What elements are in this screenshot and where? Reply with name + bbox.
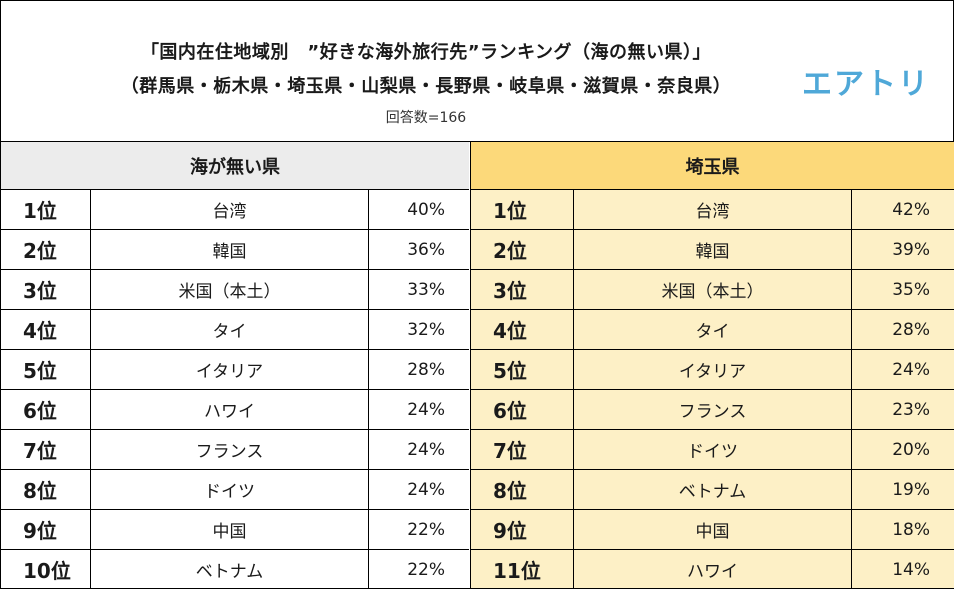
- table-row: 2位 韓国 36%: [1, 230, 469, 270]
- rank-cell: 9位: [471, 510, 574, 549]
- percent-cell: 33%: [407, 279, 445, 300]
- percent-cell: 24%: [407, 399, 445, 420]
- percent-cell: 42%: [892, 199, 930, 220]
- destination-cell: フランス: [91, 430, 369, 469]
- table-row: 3位 米国（本土） 35%: [471, 270, 954, 310]
- rank-cell: 5位: [1, 350, 91, 389]
- page-subtitle: （群馬県・栃木県・埼玉県・山梨県・長野県・岐阜県・滋賀県・奈良県）: [120, 76, 732, 97]
- rank-cell: 1位: [1, 190, 91, 229]
- destination-cell: ベトナム: [574, 470, 852, 509]
- destination-cell: 韓国: [574, 230, 852, 269]
- table-row: 8位 ベトナム 19%: [471, 470, 954, 510]
- table-row: 11位 ハワイ 14%: [471, 550, 954, 589]
- percent-cell: 23%: [892, 399, 930, 420]
- left-table-rows: 1位 台湾 40% 2位 韓国 36% 3位 米国（本土） 33% 4位 タイ 32% 5位 イタリア 28…: [1, 190, 469, 589]
- rank-cell: 4位: [471, 310, 574, 349]
- right-table-heading: 埼玉県: [471, 142, 954, 190]
- destination-cell: 韓国: [91, 230, 369, 269]
- percent-cell: 36%: [407, 239, 445, 260]
- destination-cell: ドイツ: [91, 470, 369, 509]
- percent-cell: 14%: [892, 559, 930, 580]
- rank-cell: 8位: [471, 470, 574, 509]
- rank-cell: 10位: [1, 550, 91, 589]
- table-row: 4位 タイ 32%: [1, 310, 469, 350]
- left-ranking-table: 海が無い県 1位 台湾 40% 2位 韓国 36% 3位 米国（本土） 33% 4位 タイ 32% 5位…: [1, 142, 469, 589]
- destination-cell: 米国（本土）: [91, 270, 369, 309]
- percent-cell: 18%: [892, 519, 930, 540]
- left-table-heading: 海が無い県: [1, 142, 469, 190]
- percent-cell: 19%: [892, 479, 930, 500]
- destination-cell: 台湾: [91, 190, 369, 229]
- right-ranking-table: 埼玉県 1位 台湾 42% 2位 韓国 39% 3位 米国（本土） 35% 4位 タイ 28% 5位 イタ…: [470, 142, 954, 589]
- table-row: 5位 イタリア 28%: [1, 350, 469, 390]
- rank-cell: 5位: [471, 350, 574, 389]
- percent-cell: 24%: [892, 359, 930, 380]
- destination-cell: 米国（本土）: [574, 270, 852, 309]
- page-title: 「国内在住地域別 ”好きな海外旅行先”ランキング（海の無い県）」: [140, 42, 712, 63]
- table-row: 7位 ドイツ 20%: [471, 430, 954, 470]
- table-row: 10位 ベトナム 22%: [1, 550, 469, 589]
- table-row: 7位 フランス 24%: [1, 430, 469, 470]
- percent-cell: 40%: [407, 199, 445, 220]
- rank-cell: 2位: [471, 230, 574, 269]
- destination-cell: ハワイ: [574, 550, 852, 589]
- table-row: 5位 イタリア 24%: [471, 350, 954, 390]
- destination-cell: イタリア: [574, 350, 852, 389]
- destination-cell: タイ: [91, 310, 369, 349]
- rank-cell: 6位: [1, 390, 91, 429]
- percent-cell: 22%: [407, 559, 445, 580]
- table-row: 1位 台湾 42%: [471, 190, 954, 230]
- rank-cell: 7位: [471, 430, 574, 469]
- destination-cell: イタリア: [91, 350, 369, 389]
- destination-cell: 台湾: [574, 190, 852, 229]
- percent-cell: 28%: [407, 359, 445, 380]
- rank-cell: 1位: [471, 190, 574, 229]
- percent-cell: 28%: [892, 319, 930, 340]
- rank-cell: 3位: [1, 270, 91, 309]
- rank-cell: 7位: [1, 430, 91, 469]
- percent-cell: 24%: [407, 479, 445, 500]
- destination-cell: ハワイ: [91, 390, 369, 429]
- rank-cell: 8位: [1, 470, 91, 509]
- rank-cell: 11位: [471, 550, 574, 589]
- rank-cell: 6位: [471, 390, 574, 429]
- percent-cell: 39%: [892, 239, 930, 260]
- destination-cell: 中国: [91, 510, 369, 549]
- header: 「国内在住地域別 ”好きな海外旅行先”ランキング（海の無い県）」 （群馬県・栃木…: [1, 1, 953, 142]
- percent-cell: 22%: [407, 519, 445, 540]
- right-table-rows: 1位 台湾 42% 2位 韓国 39% 3位 米国（本土） 35% 4位 タイ 28% 5位 イタリア 24…: [471, 190, 954, 589]
- percent-cell: 35%: [892, 279, 930, 300]
- table-row: 4位 タイ 28%: [471, 310, 954, 350]
- table-row: 2位 韓国 39%: [471, 230, 954, 270]
- table-row: 9位 中国 22%: [1, 510, 469, 550]
- respondent-count: 回答数=166: [385, 110, 467, 126]
- destination-cell: ドイツ: [574, 430, 852, 469]
- table-row: 8位 ドイツ 24%: [1, 470, 469, 510]
- destination-cell: 中国: [574, 510, 852, 549]
- rank-cell: 2位: [1, 230, 91, 269]
- table-row: 3位 米国（本土） 33%: [1, 270, 469, 310]
- table-row: 9位 中国 18%: [471, 510, 954, 550]
- percent-cell: 24%: [407, 439, 445, 460]
- brand-logo: エアトリ: [802, 67, 930, 102]
- destination-cell: タイ: [574, 310, 852, 349]
- rank-cell: 9位: [1, 510, 91, 549]
- percent-cell: 32%: [407, 319, 445, 340]
- destination-cell: ベトナム: [91, 550, 369, 589]
- table-row: 1位 台湾 40%: [1, 190, 469, 230]
- percent-cell: 20%: [892, 439, 930, 460]
- table-row: 6位 フランス 23%: [471, 390, 954, 430]
- rank-cell: 3位: [471, 270, 574, 309]
- rank-cell: 4位: [1, 310, 91, 349]
- destination-cell: フランス: [574, 390, 852, 429]
- table-row: 6位 ハワイ 24%: [1, 390, 469, 430]
